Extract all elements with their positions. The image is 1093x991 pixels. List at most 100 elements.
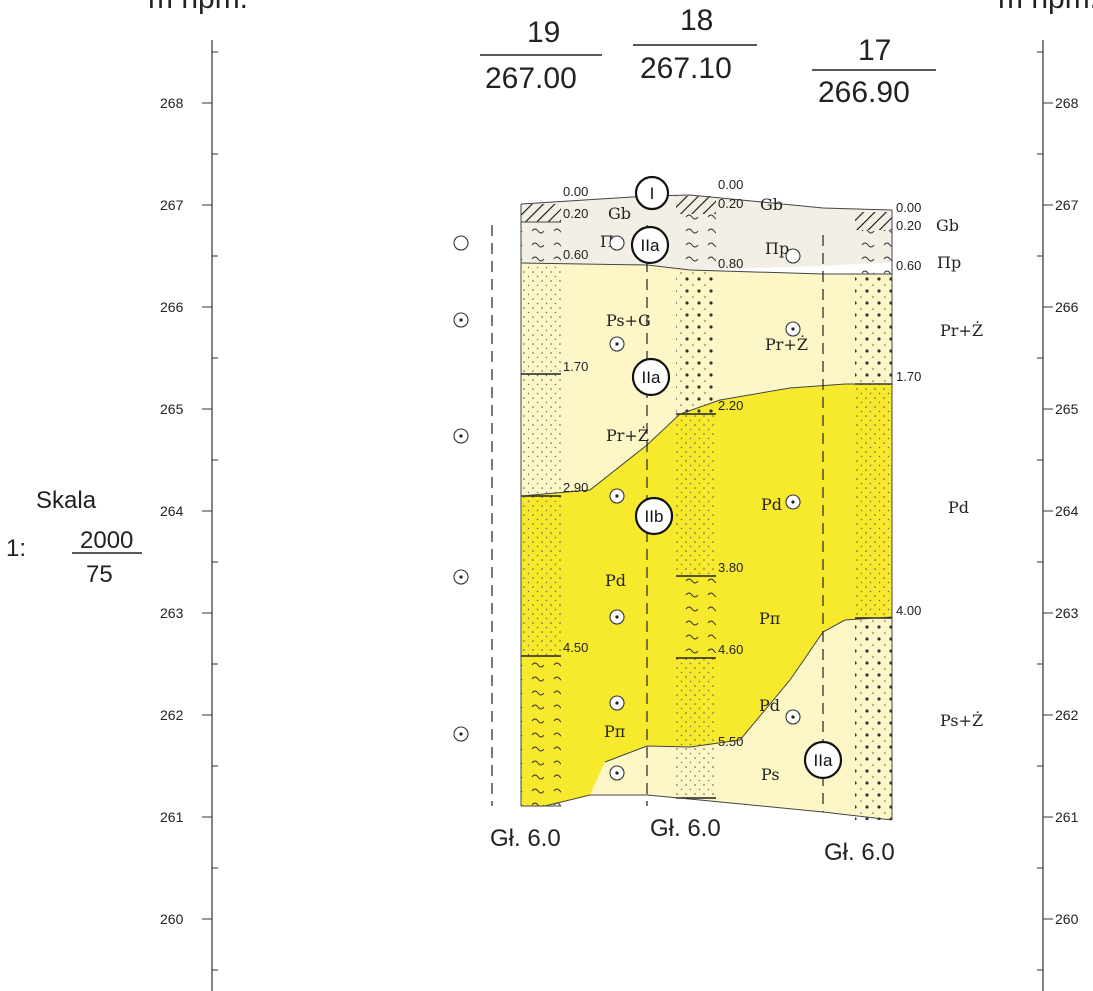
depth-mark: 0.80	[718, 256, 743, 271]
borehole-17-depth: Gł. 6.0	[824, 839, 895, 866]
sample-point-icon	[453, 569, 469, 585]
left-tick-label: 265	[160, 401, 184, 417]
sample-point-icon	[609, 609, 625, 625]
geotech-unit-marker: IIa	[631, 357, 671, 397]
left-axis-unit: m npm.	[148, 0, 248, 15]
soil-label: Pd	[948, 498, 969, 517]
svg-text:I: I	[650, 184, 655, 203]
sample-point-icon	[785, 248, 801, 264]
right-tick-label: 262	[1055, 707, 1079, 723]
left-tick-label: 260	[160, 911, 184, 927]
borehole-elevation: 266.90	[818, 76, 910, 109]
soil-label: Pπ	[759, 609, 780, 628]
borehole-19-depth: Gł. 6.0	[490, 825, 561, 852]
soil-label: Gb	[760, 195, 783, 214]
depth-mark: 4.60	[718, 642, 743, 657]
borehole-19-header: 19 267.00	[480, 16, 602, 95]
depth-mark: 0.60	[896, 258, 921, 273]
left-tick-label: 262	[160, 707, 184, 723]
soil-label: Πp	[937, 253, 961, 272]
svg-text:IIb: IIb	[645, 507, 664, 526]
left-tick-label: 266	[160, 299, 184, 315]
right-tick-label: 268	[1055, 95, 1079, 111]
sample-point-icon	[453, 235, 469, 251]
right-tick-label: 266	[1055, 299, 1079, 315]
depth-mark: 0.20	[718, 196, 743, 211]
right-tick-label: 261	[1055, 809, 1079, 825]
borehole-18-column	[676, 196, 716, 799]
right-tick-label: 260	[1055, 911, 1079, 927]
borehole-number: 19	[527, 16, 560, 49]
borehole-18-depth: Gł. 6.0	[650, 815, 721, 842]
borehole-elevation: 267.00	[485, 62, 577, 95]
left-tick-label: 263	[160, 605, 184, 621]
soil-label: Pr+Ż	[606, 425, 649, 445]
soil-label: Pr+Ż	[765, 334, 808, 354]
left-tick-label: 268	[160, 95, 184, 111]
right-axis-unit: m npm.	[998, 0, 1093, 15]
geotech-unit-marker: I	[634, 175, 670, 211]
soil-label: Gb	[936, 216, 959, 235]
right-tick-label: 267	[1055, 197, 1079, 213]
sample-point-icon	[609, 235, 625, 251]
left-tick-label: 267	[160, 197, 184, 213]
depth-mark: 0.60	[563, 247, 588, 262]
sample-point-icon	[785, 494, 801, 510]
scale-label: Skala	[36, 487, 97, 514]
borehole-17-column	[855, 210, 893, 820]
soil-label: Ps+G	[606, 311, 651, 330]
geotech-unit-marker: IIa	[803, 740, 843, 780]
sample-point-icon	[785, 321, 801, 337]
sample-point-icon	[453, 312, 469, 328]
soil-label: Gb	[608, 204, 631, 223]
depth-mark: 0.00	[896, 200, 921, 215]
sample-point-icon	[453, 726, 469, 742]
boundary-lines	[520, 194, 893, 821]
right-tick-label: 263	[1055, 605, 1079, 621]
depth-mark: 1.70	[896, 369, 921, 384]
sample-point-icon	[785, 709, 801, 725]
left-tick-label: 261	[160, 809, 184, 825]
right-tick-label: 265	[1055, 401, 1079, 417]
depth-mark: 0.20	[563, 206, 588, 221]
svg-text:IIa: IIa	[641, 236, 660, 255]
soil-label: Pr+Ż	[940, 320, 983, 340]
depth-mark: 0.20	[896, 218, 921, 233]
soil-label: Pd	[759, 696, 780, 715]
soil-label: Ps+Ż	[940, 710, 983, 730]
depth-mark: 3.80	[718, 560, 743, 575]
soil-label: Pπ	[604, 722, 625, 741]
sample-point-icon	[609, 765, 625, 781]
depth-mark: 2.90	[563, 480, 588, 495]
sample-point-icon	[609, 488, 625, 504]
geotech-unit-marker: IIb	[634, 496, 674, 536]
soil-label: Pd	[761, 495, 782, 514]
sample-point-icon	[453, 428, 469, 444]
scale-numerator: 2000	[80, 527, 133, 554]
borehole-18-header: 18 267.10	[633, 4, 757, 85]
soil-label: Πp	[765, 239, 789, 258]
scale-denominator: 75	[86, 561, 113, 588]
depth-mark: 5.50	[718, 734, 743, 749]
soil-label: Pd	[605, 571, 626, 590]
borehole-17-header: 17 266.90	[812, 34, 936, 109]
depth-mark: 0.00	[563, 184, 588, 199]
borehole-number: 18	[680, 4, 713, 37]
svg-text:IIa: IIa	[814, 751, 833, 770]
right-tick-label: 264	[1055, 503, 1079, 519]
depth-mark: 4.00	[896, 603, 921, 618]
sample-point-icon	[609, 695, 625, 711]
borehole-number: 17	[858, 34, 891, 67]
depth-mark: 4.50	[563, 640, 588, 655]
left-tick-label: 264	[160, 503, 184, 519]
depth-mark: 1.70	[563, 359, 588, 374]
geotech-unit-marker: IIa	[630, 225, 670, 265]
depth-mark: 0.00	[718, 177, 743, 192]
depth-mark: 2.20	[718, 398, 743, 413]
svg-text:IIa: IIa	[642, 368, 661, 387]
scale-block: Skala 1: 2000 75	[6, 487, 142, 588]
scale-prefix: 1:	[6, 535, 26, 562]
soil-label: Ps	[761, 765, 780, 784]
sample-point-icon	[609, 336, 625, 352]
